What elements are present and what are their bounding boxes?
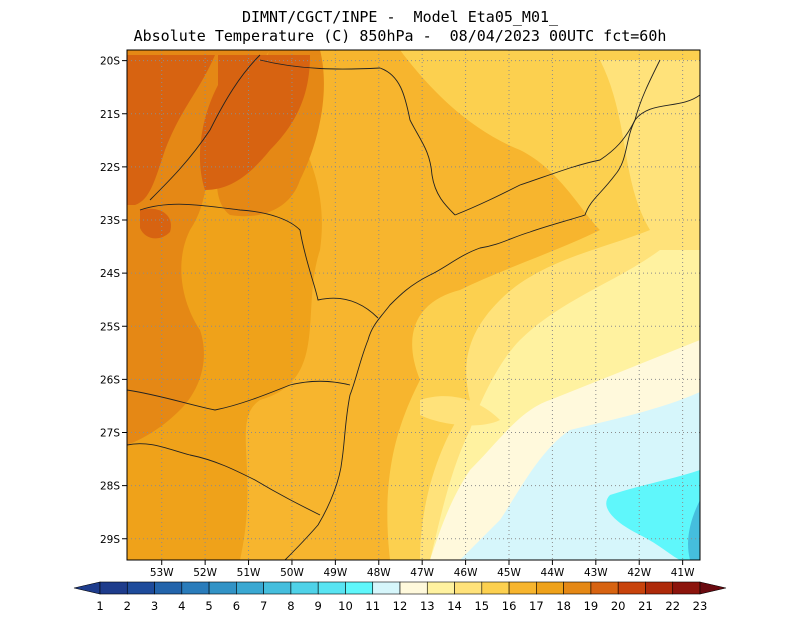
colorbar-label: 10	[338, 599, 353, 613]
colorbar-swatch	[481, 581, 510, 595]
border-sp-pr	[139, 203, 379, 319]
lat-tick-label: 26S	[100, 374, 120, 386]
colorbar-swatch	[317, 581, 346, 595]
colorbar-swatch	[590, 581, 619, 595]
border-pr-sc	[127, 380, 351, 411]
colorbar-swatch	[672, 581, 701, 595]
colorbar-swatch	[263, 581, 292, 595]
field-18-19-west	[127, 55, 215, 205]
colorbar-swatch	[426, 581, 455, 595]
map-frame	[126, 49, 701, 561]
border-mg-rj	[454, 119, 636, 216]
colorbar-swatch	[399, 581, 428, 595]
lat-tick-label: 24S	[100, 268, 120, 280]
colorbar-label: 3	[151, 599, 158, 613]
lat-tick-label: 21S	[100, 109, 120, 121]
field-18-19-spot	[140, 208, 171, 239]
lon-tick-label: 53W	[150, 567, 174, 579]
lat-tick-label: 25S	[100, 321, 120, 333]
colorbar-label: 19	[584, 599, 599, 613]
border-mg-sp	[259, 59, 456, 216]
lat-lon-grid	[127, 50, 700, 560]
lon-tick-label: 52W	[193, 567, 217, 579]
colorbar-label: 23	[693, 599, 708, 613]
colorbar-label: 21	[638, 599, 653, 613]
colorbar-label: 8	[287, 599, 294, 613]
colorbar-swatch	[154, 581, 183, 595]
colorbar-label: 14	[447, 599, 462, 613]
lon-tick-label: 43W	[584, 567, 608, 579]
colorbar-label: 2	[124, 599, 131, 613]
colorbar-swatch	[454, 581, 483, 595]
lat-tick-label: 27S	[100, 428, 120, 440]
field-18-19-north	[199, 55, 310, 190]
lon-tick-label: 51W	[237, 567, 261, 579]
field-8-9	[688, 500, 700, 560]
colorbar-label: 7	[260, 599, 267, 613]
lat-tick-label: 28S	[100, 481, 120, 493]
colorbar-label: 1	[96, 599, 103, 613]
latitude-ticks: 20S 21S 22S 23S 24S 25S 26S 27S 28S 29S	[100, 56, 127, 546]
colorbar-swatch	[208, 581, 237, 595]
colorbar-swatch	[99, 581, 128, 595]
lon-tick-label: 46W	[454, 567, 478, 579]
colorbar-label: 5	[205, 599, 212, 613]
lat-tick-label: 20S	[100, 56, 120, 68]
colorbar-label: 12	[393, 599, 408, 613]
lat-tick-label: 22S	[100, 162, 120, 174]
colorbar-swatch	[372, 581, 401, 595]
border-mg-es	[634, 59, 661, 121]
coastlines-and-borders	[127, 54, 700, 560]
lon-tick-label: 49W	[323, 567, 347, 579]
lon-tick-label: 44W	[541, 567, 565, 579]
map-title-line-2: Absolute Temperature (C) 850hPa - 08/04/…	[133, 27, 667, 45]
border-ms-sp	[149, 54, 261, 201]
colorbar-label: 11	[365, 599, 380, 613]
coastline	[284, 94, 700, 560]
colorbar-label: 18	[556, 599, 571, 613]
colorbar-swatch	[536, 581, 564, 595]
colorbar-swatch	[508, 581, 537, 595]
lon-tick-label: 50W	[280, 567, 304, 579]
colorbar-label: 4	[178, 599, 185, 613]
map-title-line-1: DIMNT/CGCT/INPE - Model Eta05_M01_	[241, 8, 559, 26]
colorbar-label: 6	[233, 599, 240, 613]
colorbar-label: 13	[420, 599, 435, 613]
colorbar: 1 2 3 4 5 6 7 8 9 10 11 12 13 14 15 16 17 18 19 20 21 22 23	[73, 581, 727, 613]
colorbar-swatch	[645, 581, 674, 595]
colorbar-swatch	[345, 581, 374, 595]
colorbar-swatch	[181, 581, 210, 595]
lat-tick-label: 23S	[100, 215, 120, 227]
colorbar-label: 17	[529, 599, 544, 613]
colorbar-label: 9	[315, 599, 322, 613]
field-coastal-pocket	[420, 396, 500, 426]
lon-tick-label: 42W	[627, 567, 651, 579]
field-9-10	[606, 470, 700, 560]
lat-tick-label: 29S	[100, 534, 120, 546]
longitude-ticks: 53W 52W 51W 50W 49W 48W 47W 46W 45W 44W 43W 42W 41W	[150, 560, 695, 579]
colorbar-label: 22	[665, 599, 680, 613]
lon-tick-label: 48W	[367, 567, 391, 579]
lon-tick-label: 47W	[410, 567, 434, 579]
lon-tick-label: 45W	[497, 567, 521, 579]
border-sc-rs	[127, 443, 321, 516]
colorbar-label: 16	[502, 599, 517, 613]
colorbar-swatch	[563, 581, 592, 595]
colorbar-label: 15	[474, 599, 489, 613]
colorbar-swatch	[236, 581, 264, 595]
colorbar-arrow-left	[73, 581, 101, 595]
colorbar-swatch	[126, 581, 155, 595]
lon-tick-label: 41W	[671, 567, 695, 579]
colorbar-label: 20	[611, 599, 626, 613]
colorbar-swatch	[290, 581, 319, 595]
colorbar-arrow-right	[699, 581, 727, 595]
colorbar-swatch	[617, 581, 646, 595]
